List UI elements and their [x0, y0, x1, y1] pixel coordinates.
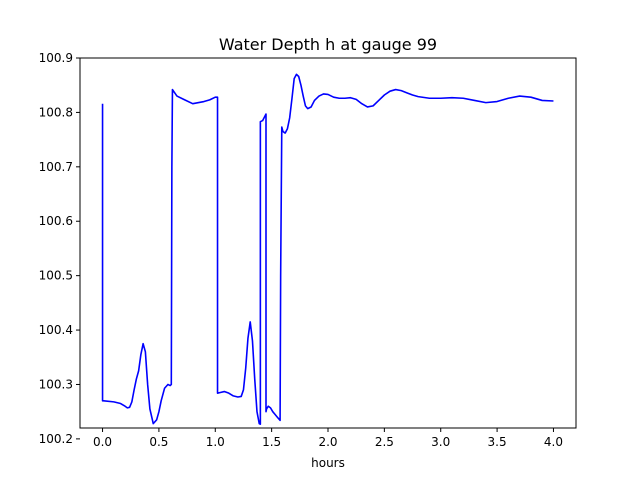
x-axis: 0.0 0.5 1.0 1.5 2.0 2.5 3.0 3.5 4.0: [93, 428, 563, 449]
x-axis-label: hours: [311, 456, 345, 470]
x-tick-label: 4.0: [544, 435, 563, 449]
x-tick-label: 0.0: [93, 435, 112, 449]
series-line-water-depth: [101, 73, 554, 425]
x-tick-label: 1.5: [262, 435, 281, 449]
y-tick-label: 100.4: [39, 323, 73, 337]
y-tick-label: 100.2: [39, 432, 73, 446]
x-tick-label: 1.0: [206, 435, 225, 449]
x-tick-label: 2.0: [318, 435, 337, 449]
y-tick-label: 100.8: [39, 105, 73, 119]
x-tick-label: 2.5: [375, 435, 394, 449]
y-axis: 100.2 100.3 100.4 100.5 100.6 100.7 100.8 100.9: [39, 51, 80, 446]
y-tick-label: 100.6: [39, 214, 73, 228]
x-tick-label: 3.0: [431, 435, 450, 449]
y-tick-label: 100.7: [39, 160, 73, 174]
x-tick-label: 3.5: [488, 435, 507, 449]
y-tick-label: 100.9: [39, 51, 73, 65]
y-tick-label: 100.3: [39, 377, 73, 391]
x-tick-label: 0.5: [149, 435, 168, 449]
y-tick-label: 100.5: [39, 269, 73, 283]
chart-title: Water Depth h at gauge 99: [219, 35, 437, 54]
